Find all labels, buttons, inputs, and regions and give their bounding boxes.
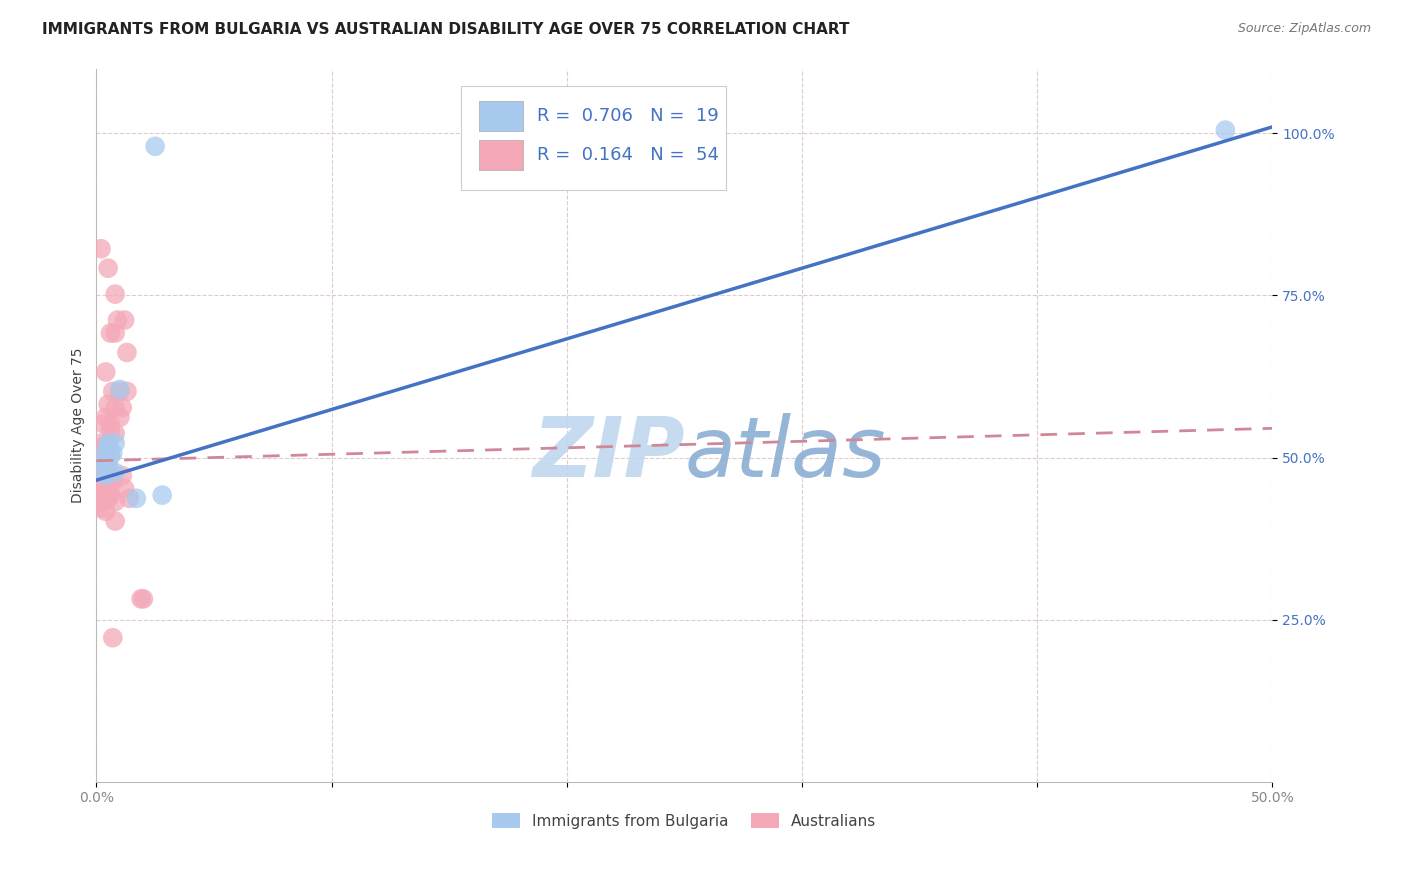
Point — [100, 417, 122, 431]
Point — [94, 456, 117, 470]
Point — [104, 436, 127, 450]
Point — [115, 345, 138, 359]
Text: atlas: atlas — [685, 413, 886, 494]
Point — [93, 417, 115, 431]
Point — [97, 449, 120, 463]
Point — [90, 501, 112, 516]
Point — [101, 475, 124, 490]
Point — [101, 631, 124, 645]
Text: R =  0.706   N =  19: R = 0.706 N = 19 — [537, 106, 718, 125]
Point — [97, 442, 120, 456]
Point — [97, 397, 120, 411]
Bar — [478, 101, 523, 130]
Y-axis label: Disability Age Over 75: Disability Age Over 75 — [72, 347, 86, 503]
Point — [101, 384, 124, 399]
Point — [100, 449, 122, 463]
Point — [104, 326, 127, 340]
Point — [90, 466, 112, 480]
Point — [93, 456, 115, 470]
Point — [132, 591, 155, 606]
Point — [111, 401, 134, 415]
Point — [107, 313, 129, 327]
Point — [104, 494, 127, 508]
Point — [97, 458, 120, 473]
Point — [97, 441, 120, 455]
Point — [90, 436, 112, 450]
Point — [104, 401, 127, 415]
Point — [93, 488, 115, 502]
Point — [115, 384, 138, 399]
Point — [1215, 123, 1237, 137]
Text: IMMIGRANTS FROM BULGARIA VS AUSTRALIAN DISABILITY AGE OVER 75 CORRELATION CHART: IMMIGRANTS FROM BULGARIA VS AUSTRALIAN D… — [42, 22, 849, 37]
Point — [108, 384, 131, 399]
Point — [94, 365, 117, 379]
Point — [104, 287, 127, 301]
Point — [94, 462, 117, 476]
Point — [94, 468, 117, 483]
Legend: Immigrants from Bulgaria, Australians: Immigrants from Bulgaria, Australians — [486, 806, 883, 835]
Point — [94, 468, 117, 483]
Point — [97, 491, 120, 506]
Point — [104, 466, 127, 480]
Point — [97, 436, 120, 450]
Point — [94, 410, 117, 425]
Point — [94, 482, 117, 496]
FancyBboxPatch shape — [461, 87, 725, 190]
Point — [104, 514, 127, 528]
Point — [108, 383, 131, 397]
Point — [125, 491, 148, 506]
Point — [93, 440, 115, 454]
Point — [100, 488, 122, 502]
Point — [101, 446, 124, 460]
Point — [114, 482, 136, 496]
Point — [97, 472, 120, 486]
Text: R =  0.164   N =  54: R = 0.164 N = 54 — [537, 145, 720, 164]
Point — [93, 449, 115, 463]
Point — [100, 447, 122, 461]
Point — [114, 313, 136, 327]
Point — [118, 491, 141, 506]
Point — [94, 504, 117, 518]
Point — [94, 462, 117, 476]
Point — [94, 442, 117, 457]
Point — [100, 475, 122, 490]
Point — [93, 456, 115, 470]
Point — [150, 488, 173, 502]
Point — [90, 242, 112, 256]
Point — [104, 426, 127, 441]
Point — [129, 591, 152, 606]
Text: ZIP: ZIP — [531, 413, 685, 494]
Text: Source: ZipAtlas.com: Source: ZipAtlas.com — [1237, 22, 1371, 36]
Point — [111, 468, 134, 483]
Point — [90, 478, 112, 492]
Point — [100, 423, 122, 437]
Point — [93, 466, 115, 480]
Point — [108, 410, 131, 425]
Point — [90, 456, 112, 470]
Point — [97, 261, 120, 276]
Point — [100, 326, 122, 340]
Point — [94, 449, 117, 463]
Point — [97, 436, 120, 450]
Bar — [478, 140, 523, 169]
Point — [97, 458, 120, 473]
Point — [90, 494, 112, 508]
Point — [93, 452, 115, 467]
Point — [143, 139, 166, 153]
